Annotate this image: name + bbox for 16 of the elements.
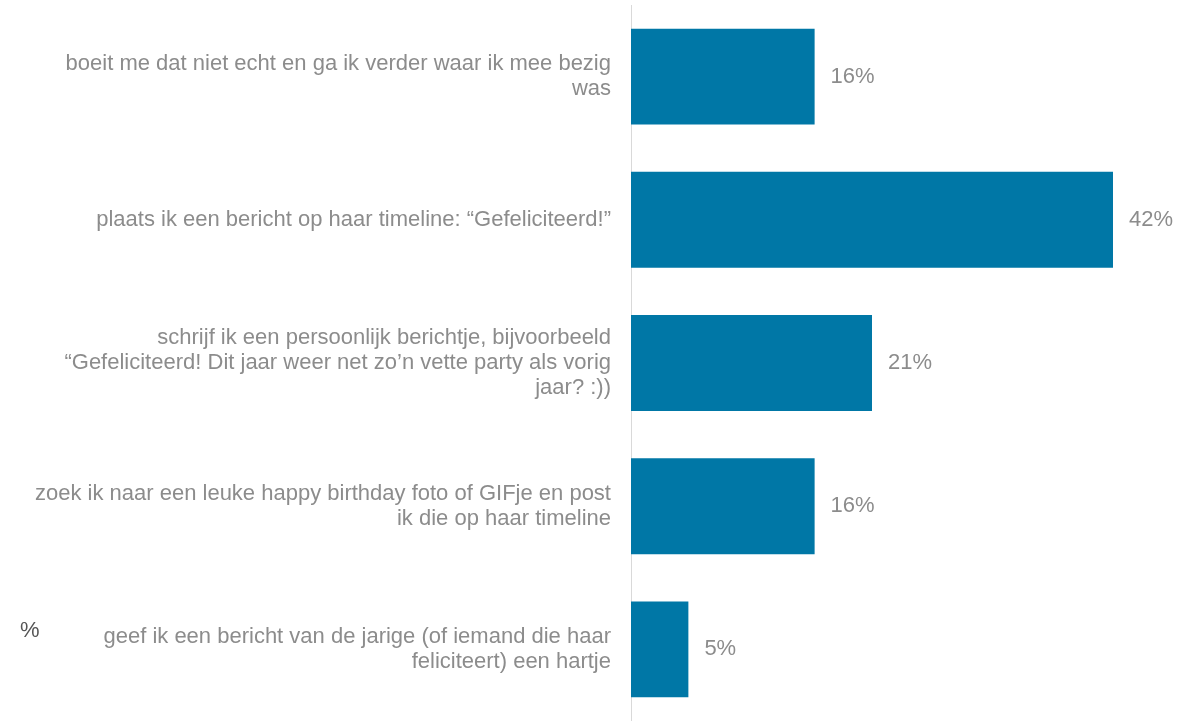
y-tick-label: boeit me dat niet echt en ga ik verder waar ik mee bezig was	[65, 50, 611, 101]
bar	[631, 315, 872, 411]
y-tick-label: schrijf ik een persoonlijk berichtje, bijvoorbeeld “Gefeliciteerd! Dit jaar weer net zo’n vette party als vorig jaar? :))	[64, 324, 611, 400]
y-tick-label: geef ik een bericht van de jarige (of iemand die haar feliciteert) een hartje	[103, 622, 611, 673]
bar	[631, 171, 1113, 268]
text: %	[20, 616, 40, 642]
data-label: 5%	[704, 635, 737, 661]
data-label: 21%	[888, 349, 933, 375]
y-tick-label: zoek ik naar een leuke happy birthday foto of GIFje en post ik die op haar timeline	[34, 479, 611, 530]
data-label: 16%	[830, 62, 875, 88]
data-label: 16%	[830, 492, 875, 518]
bar	[631, 458, 815, 555]
data-label: 42%	[1129, 205, 1174, 231]
bar	[631, 601, 689, 698]
bar	[631, 28, 815, 125]
y-tick-label: plaats ik een bericht op haar timeline: “Gefeliciteerd!”	[96, 205, 611, 231]
